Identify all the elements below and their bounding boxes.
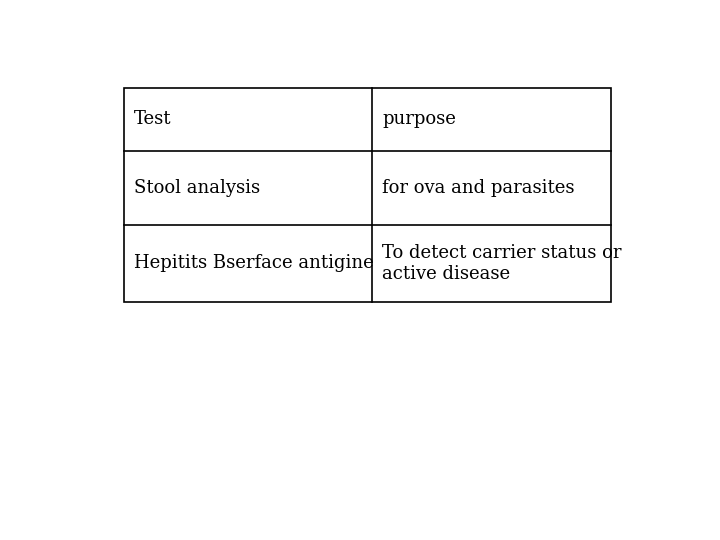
Text: Hepitits Bserface antigine: Hepitits Bserface antigine	[134, 254, 374, 273]
Text: Test: Test	[134, 111, 171, 129]
Bar	[124, 88, 611, 302]
Text: Stool analysis: Stool analysis	[134, 179, 260, 197]
Text: for ova and parasites: for ova and parasites	[382, 179, 575, 197]
Text: purpose: purpose	[382, 111, 456, 129]
Text: To detect carrier status or
active disease: To detect carrier status or active disea…	[382, 244, 621, 283]
